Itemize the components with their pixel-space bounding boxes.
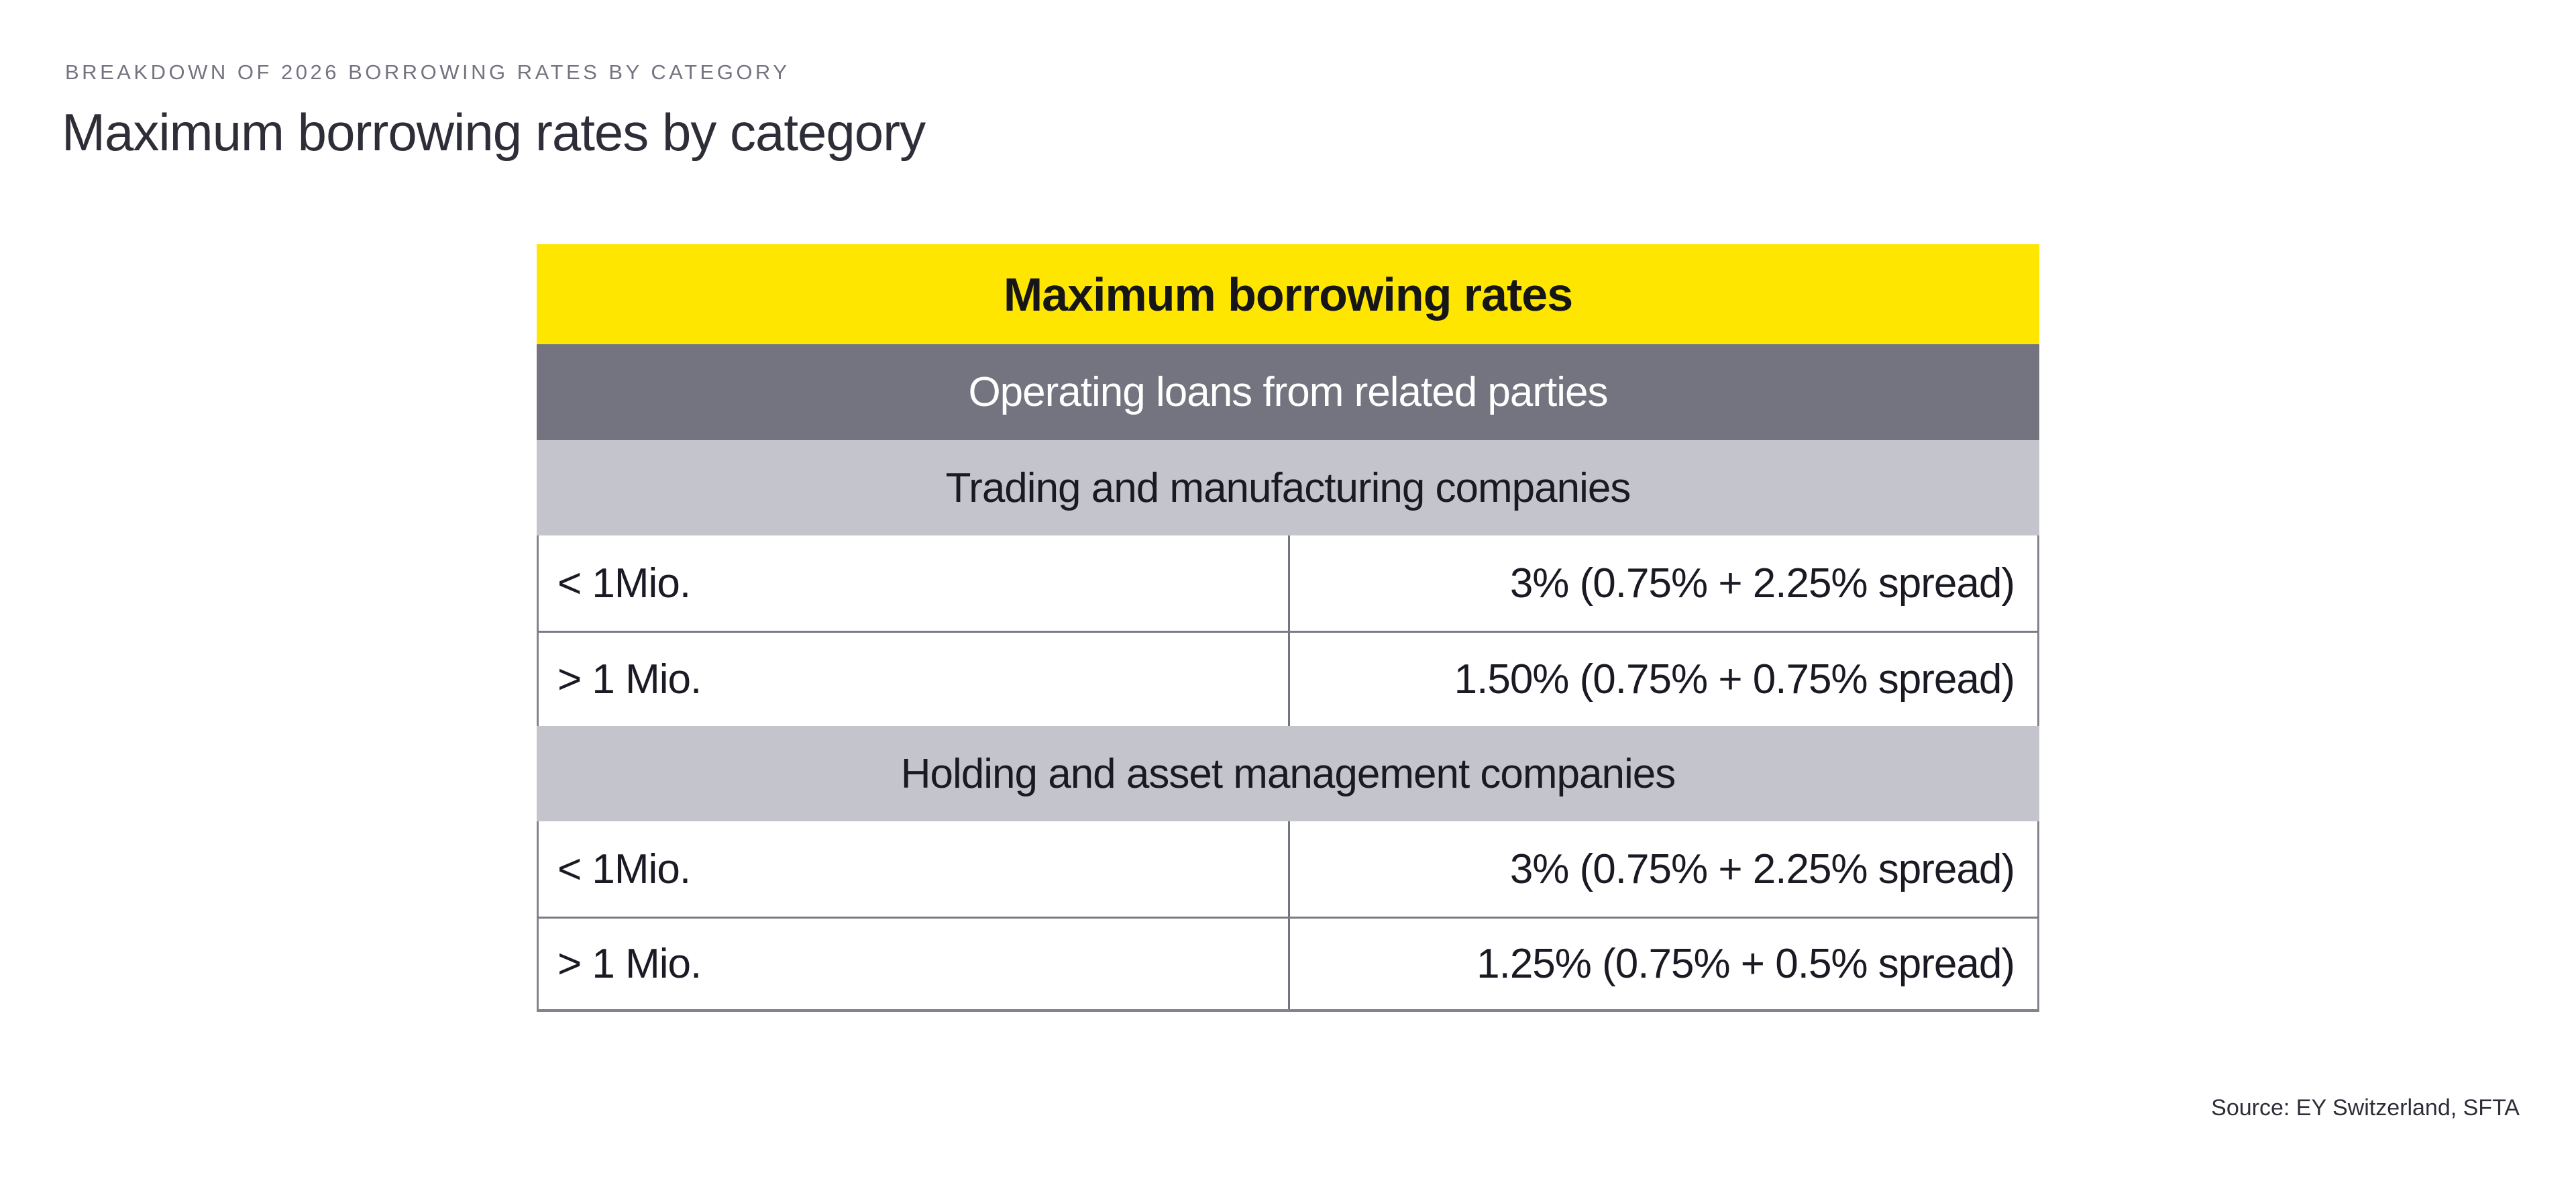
row-label: > 1 Mio.: [557, 656, 702, 703]
section-header-trading-manufacturing: Trading and manufacturing companies: [537, 440, 2039, 535]
borrowing-rates-table: Maximum borrowing rates Operating loans …: [537, 244, 2039, 1012]
row-label: < 1Mio.: [557, 560, 691, 607]
source-attribution: Source: EY Switzerland, SFTA: [2211, 1095, 2520, 1121]
row-label: < 1Mio.: [557, 845, 691, 892]
page-title: Maximum borrowing rates by category: [62, 103, 926, 162]
table-header: Maximum borrowing rates: [537, 244, 2039, 344]
table-subheader-operating-loans: Operating loans from related parties: [537, 344, 2039, 440]
table-row: > 1 Mio. 1.50% (0.75% + 0.75% spread): [537, 631, 2039, 726]
table-row: < 1Mio. 3% (0.75% + 2.25% spread): [537, 535, 2039, 631]
row-label: > 1 Mio.: [557, 941, 702, 987]
table-row: < 1Mio. 3% (0.75% + 2.25% spread): [537, 821, 2039, 917]
table-row: > 1 Mio. 1.25% (0.75% + 0.5% spread): [537, 917, 2039, 1012]
eyebrow-label: BREAKDOWN OF 2026 BORROWING RATES BY CAT…: [65, 60, 790, 84]
row-value: 3% (0.75% + 2.25% spread): [1288, 535, 2037, 631]
row-value: 1.25% (0.75% + 0.5% spread): [1288, 919, 2037, 1009]
section-header-holding-asset-management: Holding and asset management companies: [537, 726, 2039, 821]
row-value: 1.50% (0.75% + 0.75% spread): [1288, 633, 2037, 726]
row-value: 3% (0.75% + 2.25% spread): [1288, 821, 2037, 917]
